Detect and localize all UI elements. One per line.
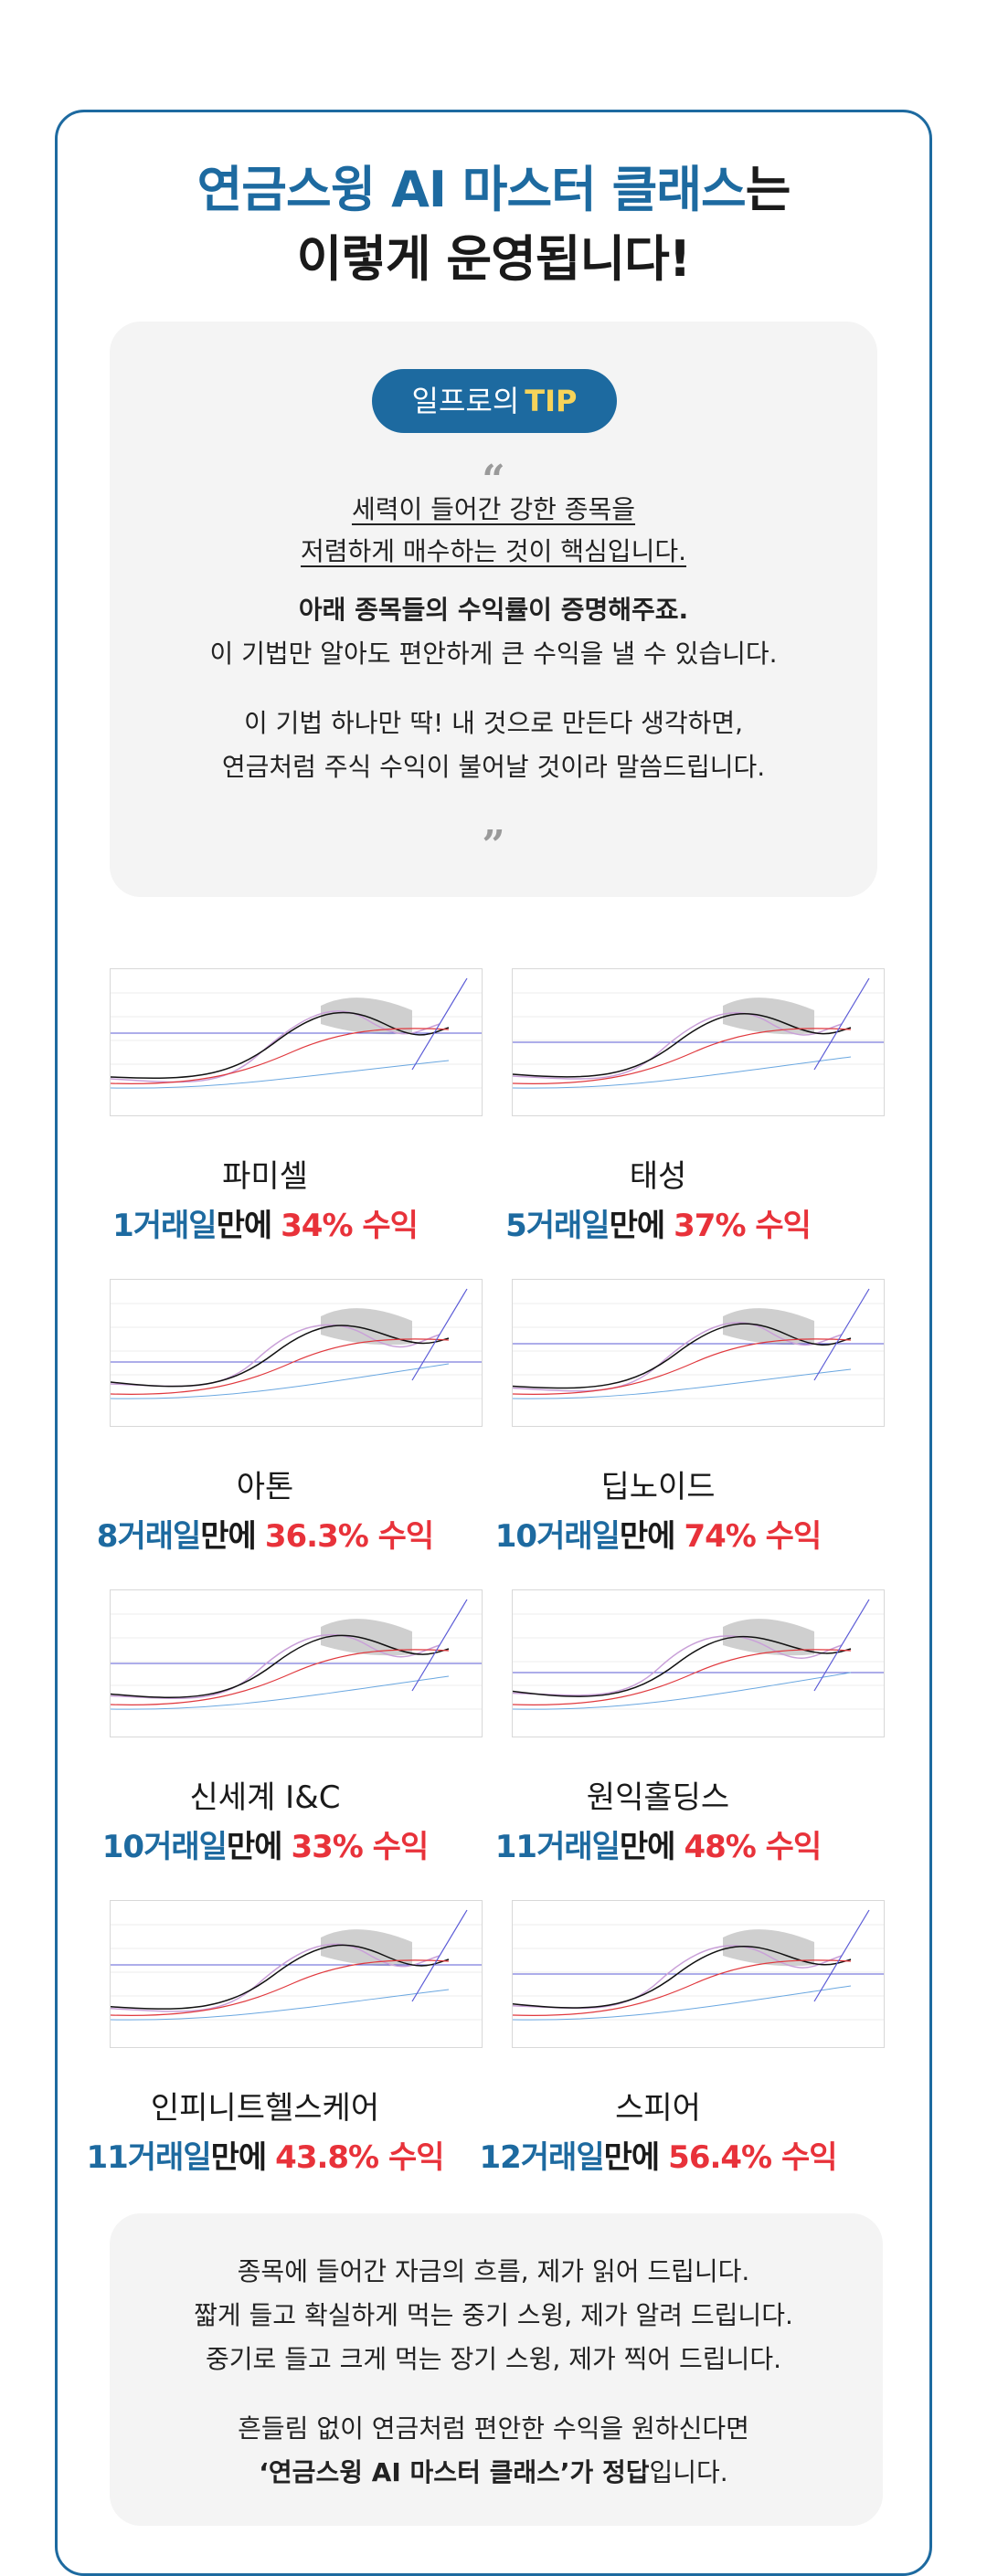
stock-chart-image [512, 1279, 885, 1427]
result-days: 11거래일 [86, 2139, 211, 2176]
stock-name: 인피니트헬스케어 [150, 2090, 380, 2127]
stock-chart-image [512, 968, 885, 1116]
result-days: 1거래일 [112, 1208, 217, 1244]
tip-line-3: 이 기법만 알아도 편안하게 큰 수익을 낼 수 있습니다. [209, 639, 778, 669]
result-suffix: 만에 [619, 1829, 676, 1865]
result-days: 12거래일 [479, 2139, 604, 2176]
result-suffix: 만에 [603, 2139, 661, 2176]
result-suffix: 만에 [226, 1829, 283, 1865]
stock-name: 원익홀딩스 [586, 1779, 730, 1816]
stock-chart-image [110, 1279, 483, 1427]
result-profit: 43.8% 수익 [275, 2139, 444, 2176]
bottom-line-2: 짧게 들고 확실하게 먹는 중기 스윙, 제가 알려 드립니다. [194, 2300, 793, 2330]
bottom-box [110, 2213, 883, 2526]
result-suffix: 만에 [216, 1208, 273, 1244]
stock-chart-image [110, 968, 483, 1116]
stock-name: 신세계 I&C [189, 1779, 341, 1816]
stock-name: 스피어 [615, 2090, 701, 2127]
bottom-line-4: 흔들림 없이 연금처럼 편안한 수익을 원하신다면 [238, 2413, 749, 2444]
result-days: 8거래일 [96, 1518, 201, 1555]
bottom-line-5: ‘연금스윙 AI 마스터 클래스’가 정답입니다. [0, 2453, 987, 2493]
result-suffix: 만에 [619, 1518, 676, 1555]
headline-suffix: 는 [745, 161, 791, 218]
stock-result: 1거래일만에 34% 수익 [55, 1200, 475, 1245]
stock-chart-image [512, 1589, 885, 1737]
result-days: 5거래일 [505, 1208, 610, 1244]
tip-line-5: 연금처럼 주식 수익이 불어날 것이라 말씀드립니다. [221, 752, 766, 782]
tip-underline-2: 저렴하게 매수하는 것이 핵심입니다. [300, 536, 686, 566]
bottom-line-3: 중기로 들고 크게 먹는 장기 스윙, 제가 찍어 드립니다. [206, 2344, 781, 2374]
stock-chart-image [110, 1900, 483, 2048]
result-profit: 48% 수익 [684, 1829, 822, 1865]
result-profit: 74% 수익 [684, 1518, 822, 1555]
result-profit: 33% 수익 [291, 1829, 429, 1865]
result-days: 11거래일 [494, 1829, 621, 1865]
result-days: 10거래일 [101, 1829, 228, 1865]
stock-result: 11거래일만에 48% 수익 [448, 1821, 868, 1866]
result-suffix: 만에 [210, 2139, 268, 2176]
tip-underline-1: 세력이 들어간 강한 종목을 [351, 494, 636, 524]
headline-line-1: 연금스윙 AI 마스터 클래스는 [0, 155, 987, 225]
tip-line-4: 이 기법 하나만 딱! 내 것으로 만든다 생각하면, [243, 708, 744, 738]
result-suffix: 만에 [200, 1518, 257, 1555]
stock-result: 11거래일만에 43.8% 수익 [55, 2132, 475, 2177]
close-quote-icon: ” [482, 822, 505, 869]
stock-result: 10거래일만에 74% 수익 [448, 1511, 868, 1556]
result-profit: 37% 수익 [674, 1208, 812, 1244]
bottom-answer-tail: 입니다. [649, 2457, 728, 2487]
stock-chart-image [110, 1589, 483, 1737]
stock-name: 딥노이드 [600, 1469, 716, 1505]
stock-name: 태성 [629, 1158, 687, 1195]
result-suffix: 만에 [609, 1208, 666, 1244]
tip-badge: 일프로의 TIP [372, 369, 617, 433]
stock-name: 아톤 [236, 1469, 294, 1505]
stock-result: 5거래일만에 37% 수익 [448, 1200, 868, 1245]
tip-badge-label: TIP [525, 384, 578, 418]
bottom-line-1: 종목에 들어간 자금의 흐름, 제가 읽어 드립니다. [237, 2256, 750, 2286]
stock-result: 10거래일만에 33% 수익 [55, 1821, 475, 1866]
stock-chart-image [512, 1900, 885, 2048]
headline-line-2: 이렇게 운영됩니다! [296, 230, 692, 288]
headline-class-name: 연금스윙 AI 마스터 클래스 [196, 161, 747, 218]
tip-bold-line: 아래 종목들의 수익률이 증명해주죠. [298, 595, 689, 625]
result-profit: 34% 수익 [281, 1208, 419, 1244]
result-profit: 56.4% 수익 [668, 2139, 837, 2176]
stock-result: 12거래일만에 56.4% 수익 [448, 2132, 868, 2177]
open-quote-icon: “ [482, 457, 505, 503]
result-days: 10거래일 [494, 1518, 621, 1555]
result-profit: 36.3% 수익 [264, 1518, 434, 1555]
stock-name: 파미셀 [222, 1158, 308, 1195]
bottom-answer-bold: ‘연금스윙 AI 마스터 클래스’가 정답 [259, 2457, 650, 2487]
tip-badge-prefix: 일프로의 [411, 384, 520, 418]
stock-result: 8거래일만에 36.3% 수익 [55, 1511, 475, 1556]
